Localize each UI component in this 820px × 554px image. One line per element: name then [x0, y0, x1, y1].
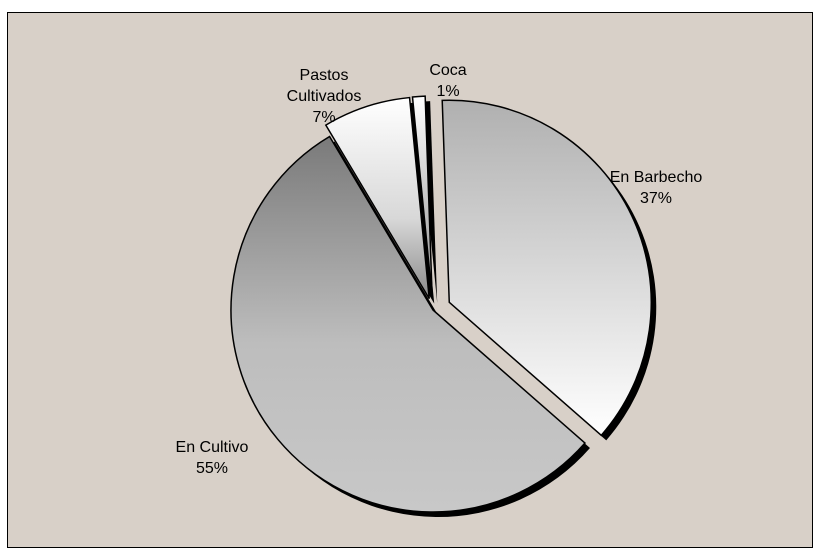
slice-en-barbecho-label: En Barbecho 37%	[610, 169, 703, 207]
pie-slices	[230, 95, 652, 513]
slice-coca	[411, 95, 433, 299]
slice-coca-label: Coca 1%	[429, 62, 466, 100]
slice-en-barbecho-percent: 37%	[640, 190, 672, 207]
slice-en-cultivo-label: En Cultivo 55%	[176, 439, 249, 477]
slice-en-barbecho-name: En Barbecho	[610, 169, 703, 186]
slice-en-cultivo-name: En Cultivo	[176, 439, 249, 456]
slice-pastos-cultivados-label: Pastos Cultivados 7%	[287, 67, 362, 126]
slice-en-cultivo-percent: 55%	[196, 460, 228, 477]
slice-labels: En Barbecho 37% En Cultivo 55% Pastos Cultiva…	[176, 62, 703, 477]
slice-pastos-cultivados-percent: 7%	[312, 109, 335, 126]
slice-en-barbecho	[441, 99, 652, 437]
chart-frame	[7, 12, 813, 548]
slice-coca-percent: 1%	[436, 83, 459, 100]
slice-coca-name: Coca	[429, 62, 466, 79]
slice-pastos-cultivados-name: Pastos	[300, 67, 349, 84]
slice-pastos-cultivados-name: Cultivados	[287, 88, 362, 105]
slice-en-cultivo	[230, 135, 587, 513]
slice-pastos-cultivados	[324, 96, 430, 299]
